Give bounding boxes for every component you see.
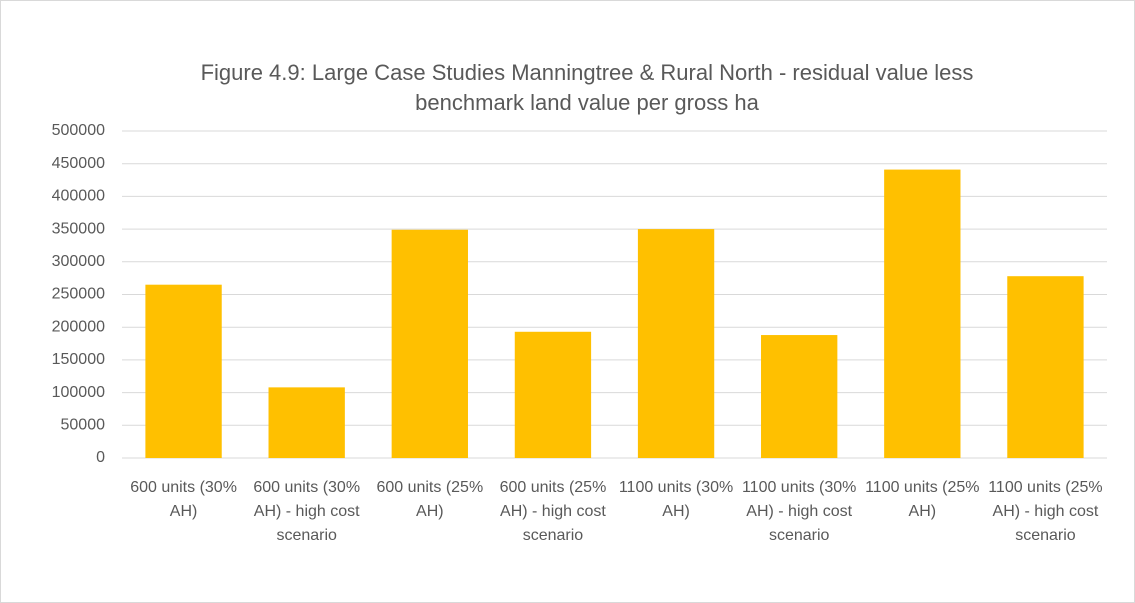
y-tick-label: 500000 [52,122,105,139]
y-tick-label: 150000 [52,351,105,368]
y-tick-label: 0 [96,449,105,466]
bar [145,284,222,458]
x-tick-label: 600 units (30% AH) - high cost scenario [253,479,361,544]
chart-title: Figure 4.9: Large Case Studies Manningtr… [200,60,974,115]
bar [268,387,345,458]
x-tick-label: 1100 units (25% AH) - high cost scenario [988,479,1103,544]
y-tick-label: 250000 [52,286,105,303]
x-tick-label: 600 units (25% AH) - high cost scenario [499,479,607,544]
bar [514,331,592,458]
y-tick-label: 300000 [52,253,105,270]
y-tick-label: 450000 [52,155,105,172]
y-tick-label: 100000 [52,384,105,401]
bar [1007,276,1084,458]
y-tick-label: 350000 [52,220,105,237]
x-tick-label: 600 units (25% AH) [376,479,484,520]
bar [884,169,961,458]
bar [391,229,468,458]
x-tick-label: 1100 units (25% AH) [865,479,980,520]
y-tick-label: 50000 [61,417,106,434]
y-tick-label: 400000 [52,188,105,205]
bar [637,229,715,458]
bar [761,335,838,458]
y-tick-label: 200000 [52,318,105,335]
x-tick-label: 600 units (30% AH) [130,479,237,520]
x-tick-label: 1100 units (30% AH) [618,479,734,520]
x-tick-label: 1100 units (30% AH) - high cost scenario [741,479,857,544]
